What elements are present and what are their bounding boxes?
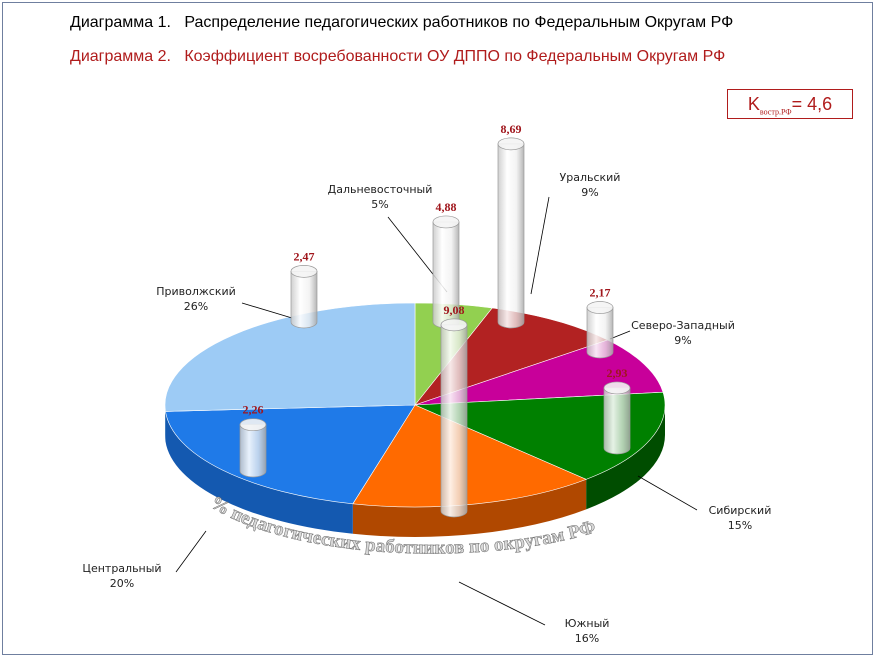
pie-side-южный (352, 479, 587, 537)
pie-side-центральный (165, 411, 353, 534)
cylinders: 4,88 8,69 2,47 2,17 2,93 2,26 9,08 (239, 122, 631, 518)
cylinder-южный (440, 324, 468, 518)
pie-side-walls (165, 405, 665, 537)
slice-name-северо-западный: Северо-Западный (631, 319, 735, 332)
cylinder-top-приволжский (290, 265, 318, 278)
k-value: = 4,6 (791, 94, 833, 114)
k-subscript: востр.РФ (759, 107, 792, 117)
leader-сибирский (637, 475, 698, 511)
slice-name-сибирский: Сибирский (709, 504, 772, 517)
slice-name-дальневосточный: Дальневосточный (328, 183, 433, 196)
cylinder-value-центральный: 2,26 (243, 403, 264, 417)
cylinder-value-приволжский: 2,47 (294, 249, 315, 263)
cylinder-value-уральский: 8,69 (501, 122, 522, 136)
cylinder-value-дальневосточный: 4,88 (436, 200, 457, 214)
leader-южный (458, 581, 546, 626)
cylinder-уральский (497, 143, 525, 329)
pie-slice-сибирский (414, 391, 666, 480)
diagram1-title: Диаграмма 1. Распределение педагогически… (70, 14, 734, 31)
leader-центральный (175, 530, 207, 573)
pie-side-сибирский (586, 405, 665, 510)
pie-slice-центральный (165, 404, 416, 505)
slice-name-южный: Южный (565, 617, 610, 630)
cylinder-value-сибирский: 2,93 (607, 366, 628, 380)
cylinder-центральный (239, 424, 267, 478)
diagram2-title: Диаграмма 2. Коэффициент восребованности… (70, 48, 726, 65)
k-prefix: K (747, 94, 760, 114)
cylinder-top-северо-западный (586, 301, 614, 314)
slice-percent-приволжский: 26% (184, 300, 208, 313)
slice-name-приволжский: Приволжский (156, 285, 236, 298)
slice-percent-дальневосточный: 5% (371, 198, 388, 211)
pie-slice-приволжский (164, 302, 416, 412)
cylinder-top-дальневосточный (432, 215, 460, 229)
cylinder-value-южный: 9,08 (444, 303, 465, 317)
cylinder-сибирский (603, 387, 631, 455)
leader-уральский (530, 196, 550, 295)
cylinder-top-центральный (239, 418, 267, 432)
cylinder-value-северо-западный: 2,17 (590, 286, 611, 300)
cylinder-северо-западный (586, 307, 614, 359)
cylinder-приволжский (290, 271, 318, 329)
slice-percent-сибирский: 15% (728, 519, 752, 532)
cylinder-top-сибирский (603, 381, 631, 395)
slice-name-уральский: Уральский (560, 171, 621, 184)
slice-percent-центральный: 20% (110, 577, 134, 590)
pie-slice-южный (352, 404, 587, 508)
slice-percent-северо-западный: 9% (674, 334, 691, 347)
k-coefficient-box: Kвостр.РФ= 4,6 (727, 89, 853, 119)
slice-labels: Дальневосточный 5% Уральский 9% Северо-Запад… (82, 171, 771, 645)
cylinder-top-уральский (497, 137, 525, 151)
leader-приволжский (241, 302, 293, 319)
slice-percent-уральский: 9% (581, 186, 598, 199)
slice-percent-южный: 16% (575, 632, 599, 645)
cylinder-top-южный (440, 318, 468, 332)
slice-name-центральный: Центральный (82, 562, 161, 575)
